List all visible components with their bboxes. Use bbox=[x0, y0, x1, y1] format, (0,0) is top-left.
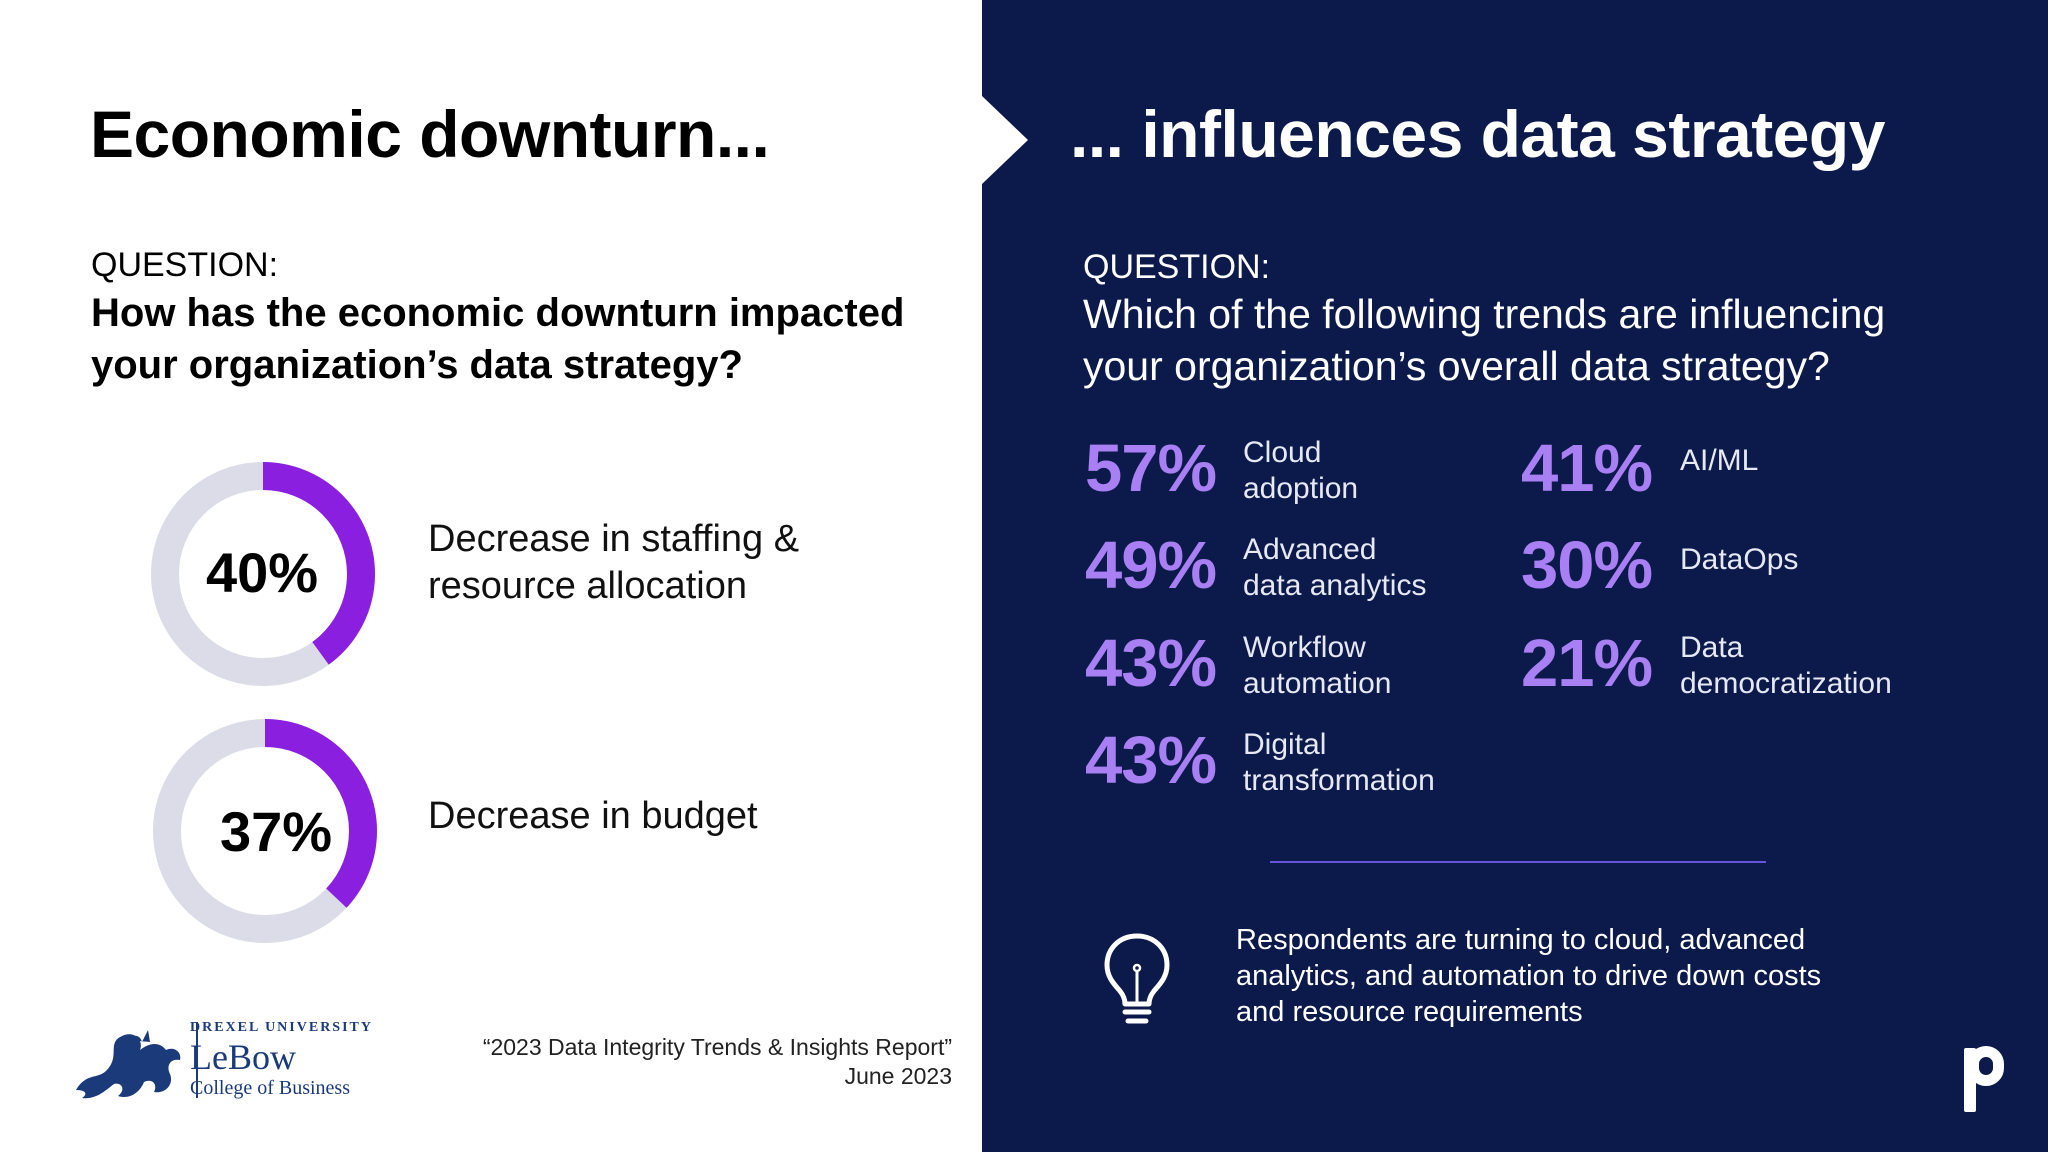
right-question-text: Which of the following trends are influe… bbox=[1083, 291, 1886, 389]
dragon-logo-icon bbox=[76, 1030, 181, 1099]
stat-label-aiml: AI/ML bbox=[1680, 444, 1759, 477]
donut-arc bbox=[151, 462, 375, 686]
source-citation: “2023 Data Integrity Trends & Insights R… bbox=[482, 1034, 952, 1089]
stat-pct-digital: 43% bbox=[1085, 723, 1217, 798]
stat-pct-cloud: 57% bbox=[1085, 431, 1217, 506]
chevron-arrow-icon bbox=[982, 96, 1028, 184]
right-title: ... influences data strategy bbox=[1070, 97, 1885, 171]
logo-divider bbox=[196, 1022, 198, 1098]
stat-pct-aiml: 41% bbox=[1521, 431, 1653, 506]
precisely-logo-icon bbox=[1964, 1046, 2014, 1116]
logo-lebow: LeBow bbox=[190, 1037, 296, 1077]
logo-university: DREXEL UNIVERSITY bbox=[190, 1020, 373, 1035]
donut-chart-budget bbox=[153, 719, 377, 943]
stat-pct-democratization: 21% bbox=[1521, 626, 1653, 701]
left-title: Economic downturn... bbox=[90, 97, 770, 171]
donut-label-staffing: Decrease in staffing & resource allocati… bbox=[428, 518, 800, 607]
stat-pct-dataops: 30% bbox=[1521, 528, 1653, 603]
left-question-text: How has the economic downturn impacted y… bbox=[91, 291, 905, 387]
stat-label-digital: Digital transformation bbox=[1243, 728, 1435, 797]
stat-label-workflow: Workflow automation bbox=[1243, 631, 1392, 700]
insight-text: Respondents are turning to cloud, advanc… bbox=[1236, 924, 1822, 1028]
section-divider bbox=[1270, 861, 1766, 863]
donut-arc bbox=[153, 719, 377, 943]
donut-label-budget: Decrease in budget bbox=[428, 795, 758, 837]
donut-chart-staffing bbox=[151, 462, 375, 686]
stat-label-democratization: Data democratization bbox=[1680, 631, 1892, 700]
stat-label-dataops: DataOps bbox=[1680, 543, 1799, 576]
right-question-label: QUESTION: bbox=[1083, 248, 1271, 286]
left-question-label: QUESTION: bbox=[91, 246, 279, 284]
stat-pct-workflow: 43% bbox=[1085, 626, 1217, 701]
stat-label-analytics: Advanced data analytics bbox=[1243, 533, 1427, 602]
stat-pct-analytics: 49% bbox=[1085, 528, 1217, 603]
donut-value-staffing: 40% bbox=[206, 541, 319, 604]
donut-value-budget: 37% bbox=[220, 800, 333, 863]
logo-college: College of Business bbox=[190, 1077, 350, 1099]
lightbulb-icon bbox=[1104, 933, 1170, 1024]
stat-label-cloud: Cloud adoption bbox=[1243, 436, 1359, 505]
right-panel bbox=[982, 0, 2048, 1152]
